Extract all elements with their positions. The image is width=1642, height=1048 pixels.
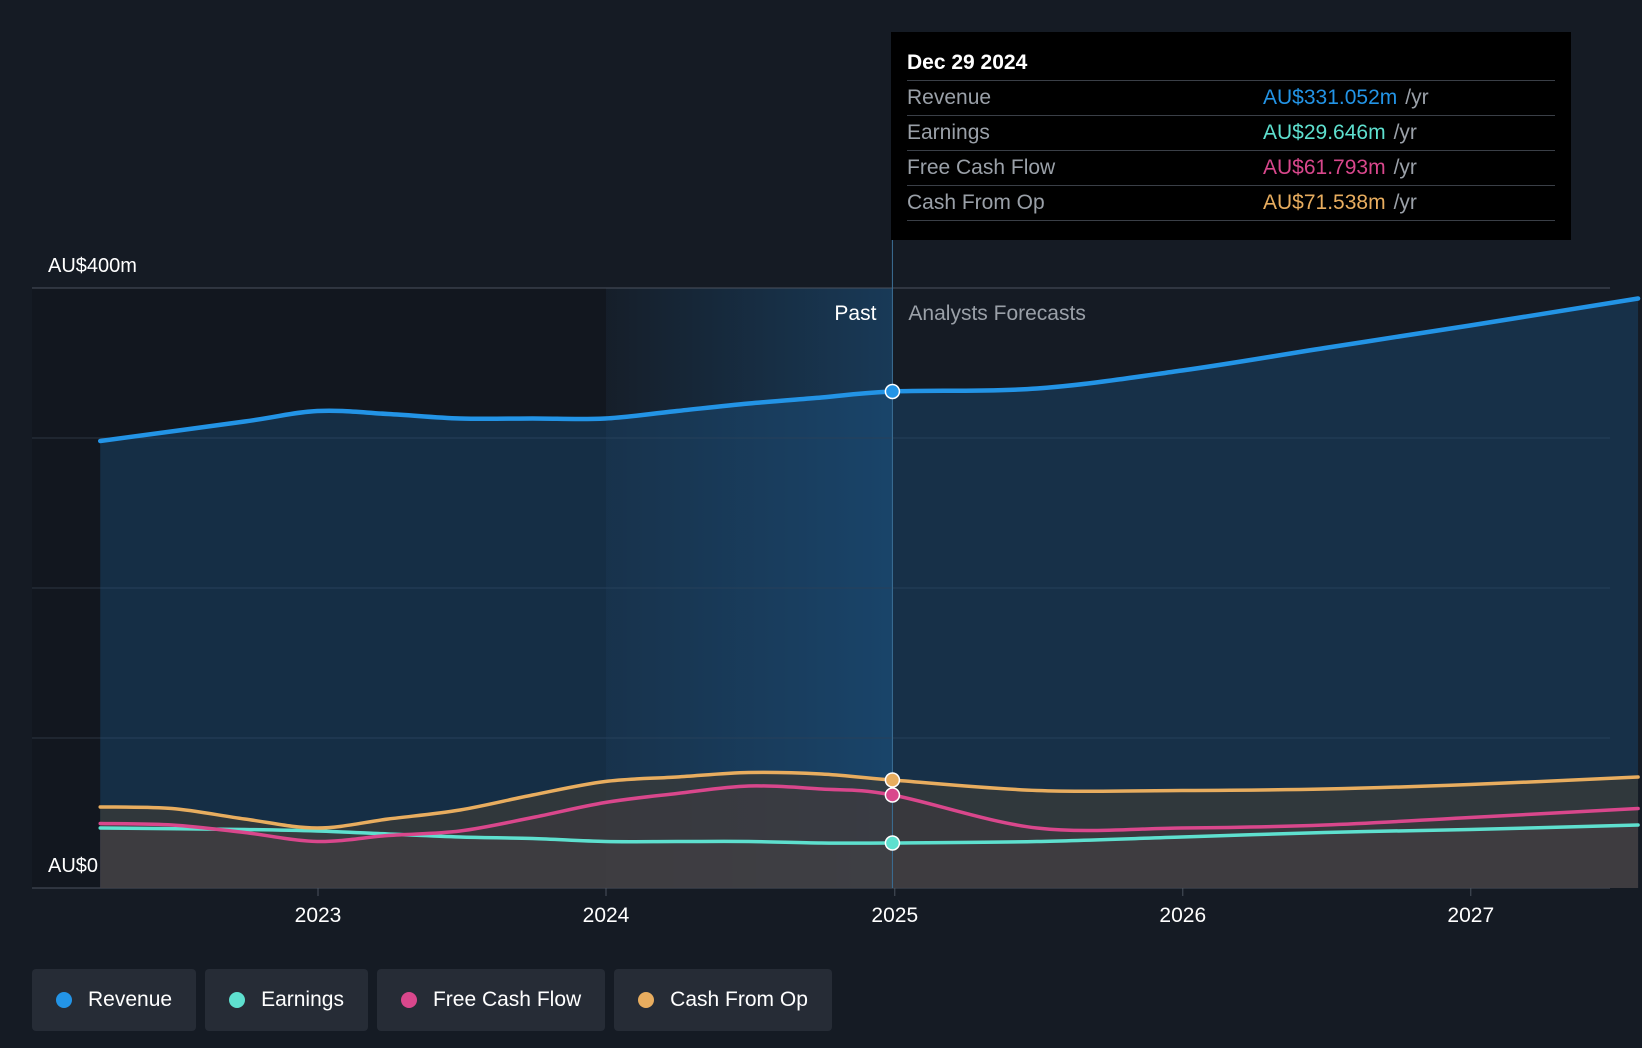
legend-item-free-cash-flow[interactable]: Free Cash Flow xyxy=(376,969,606,1031)
tooltip-label: Cash From Op xyxy=(907,191,1045,214)
x-tick-label: 2024 xyxy=(583,904,630,927)
tooltip-row-revenue: Revenue AU$331.052m /yr xyxy=(907,81,1555,116)
marker-cash-from-op xyxy=(884,772,901,788)
tooltip: Dec 29 2024 Revenue AU$331.052m /yr Earn… xyxy=(891,32,1571,240)
chart-svg: AU$400m AU$0 Past Analysts Forecasts 202… xyxy=(32,240,1641,927)
x-axis: 2023 2024 2025 2026 2027 xyxy=(295,888,1494,927)
legend-dot-icon xyxy=(229,992,246,1008)
tooltip-value: AU$71.538m xyxy=(1263,191,1386,214)
legend-label: Revenue xyxy=(88,988,173,1011)
legend-label: Earnings xyxy=(261,988,344,1011)
hover-markers xyxy=(884,383,901,851)
y-tick-label: AU$400m xyxy=(48,255,137,277)
x-tick-label: 2026 xyxy=(1159,904,1206,927)
past-label: Past xyxy=(834,302,876,325)
tooltip-value: AU$29.646m xyxy=(1263,121,1386,144)
x-tick-label: 2025 xyxy=(871,904,918,927)
legend-item-revenue[interactable]: Revenue xyxy=(32,969,197,1031)
legend-item-earnings[interactable]: Earnings xyxy=(205,969,368,1031)
tooltip-unit: /yr xyxy=(1393,191,1417,214)
tooltip-row-earnings: Earnings AU$29.646m /yr xyxy=(907,116,1555,151)
tooltip-date: Dec 29 2024 xyxy=(907,46,1555,81)
legend-dot-icon xyxy=(638,992,655,1008)
series-areas xyxy=(100,298,1639,888)
series-lines xyxy=(97,296,1641,845)
marker-revenue xyxy=(884,383,901,400)
legend-item-cash-from-op[interactable]: Cash From Op xyxy=(614,969,832,1031)
series-line-revenue xyxy=(97,296,1641,444)
tooltip-value: AU$61.793m xyxy=(1263,156,1386,179)
forecast-label: Analysts Forecasts xyxy=(908,302,1085,325)
series-line-free-cash-flow xyxy=(98,784,1640,844)
legend-dot-icon xyxy=(56,992,72,1008)
area-cash-from-op xyxy=(100,772,1639,888)
tooltip-unit: /yr xyxy=(1393,121,1417,144)
series-line-earnings xyxy=(98,823,1640,845)
tooltip-label: Revenue xyxy=(907,86,992,109)
series-line-cash-from-op xyxy=(98,770,1640,830)
tooltip-row-cash-from-op: Cash From Op AU$71.538m /yr xyxy=(907,186,1555,221)
area-revenue xyxy=(100,298,1639,888)
tooltip-label: Earnings xyxy=(907,121,990,144)
legend-dot-icon xyxy=(400,992,417,1008)
tooltip-unit: /yr xyxy=(1393,156,1417,179)
x-tick-label: 2027 xyxy=(1447,904,1494,927)
marker-earnings xyxy=(884,835,901,851)
tooltip-row-free-cash-flow: Free Cash Flow AU$61.793m /yr xyxy=(907,151,1555,186)
tooltip-value: AU$331.052m xyxy=(1263,86,1398,109)
legend: Revenue Earnings Free Cash Flow Cash Fro… xyxy=(32,969,832,1031)
y-tick-label: AU$0 xyxy=(48,855,98,877)
x-tick-label: 2023 xyxy=(295,904,342,927)
tooltip-unit: /yr xyxy=(1405,86,1429,109)
legend-label: Free Cash Flow xyxy=(432,988,582,1011)
marker-free-cash-flow xyxy=(884,787,901,803)
tooltip-label: Free Cash Flow xyxy=(907,156,1056,179)
legend-label: Cash From Op xyxy=(670,988,808,1011)
